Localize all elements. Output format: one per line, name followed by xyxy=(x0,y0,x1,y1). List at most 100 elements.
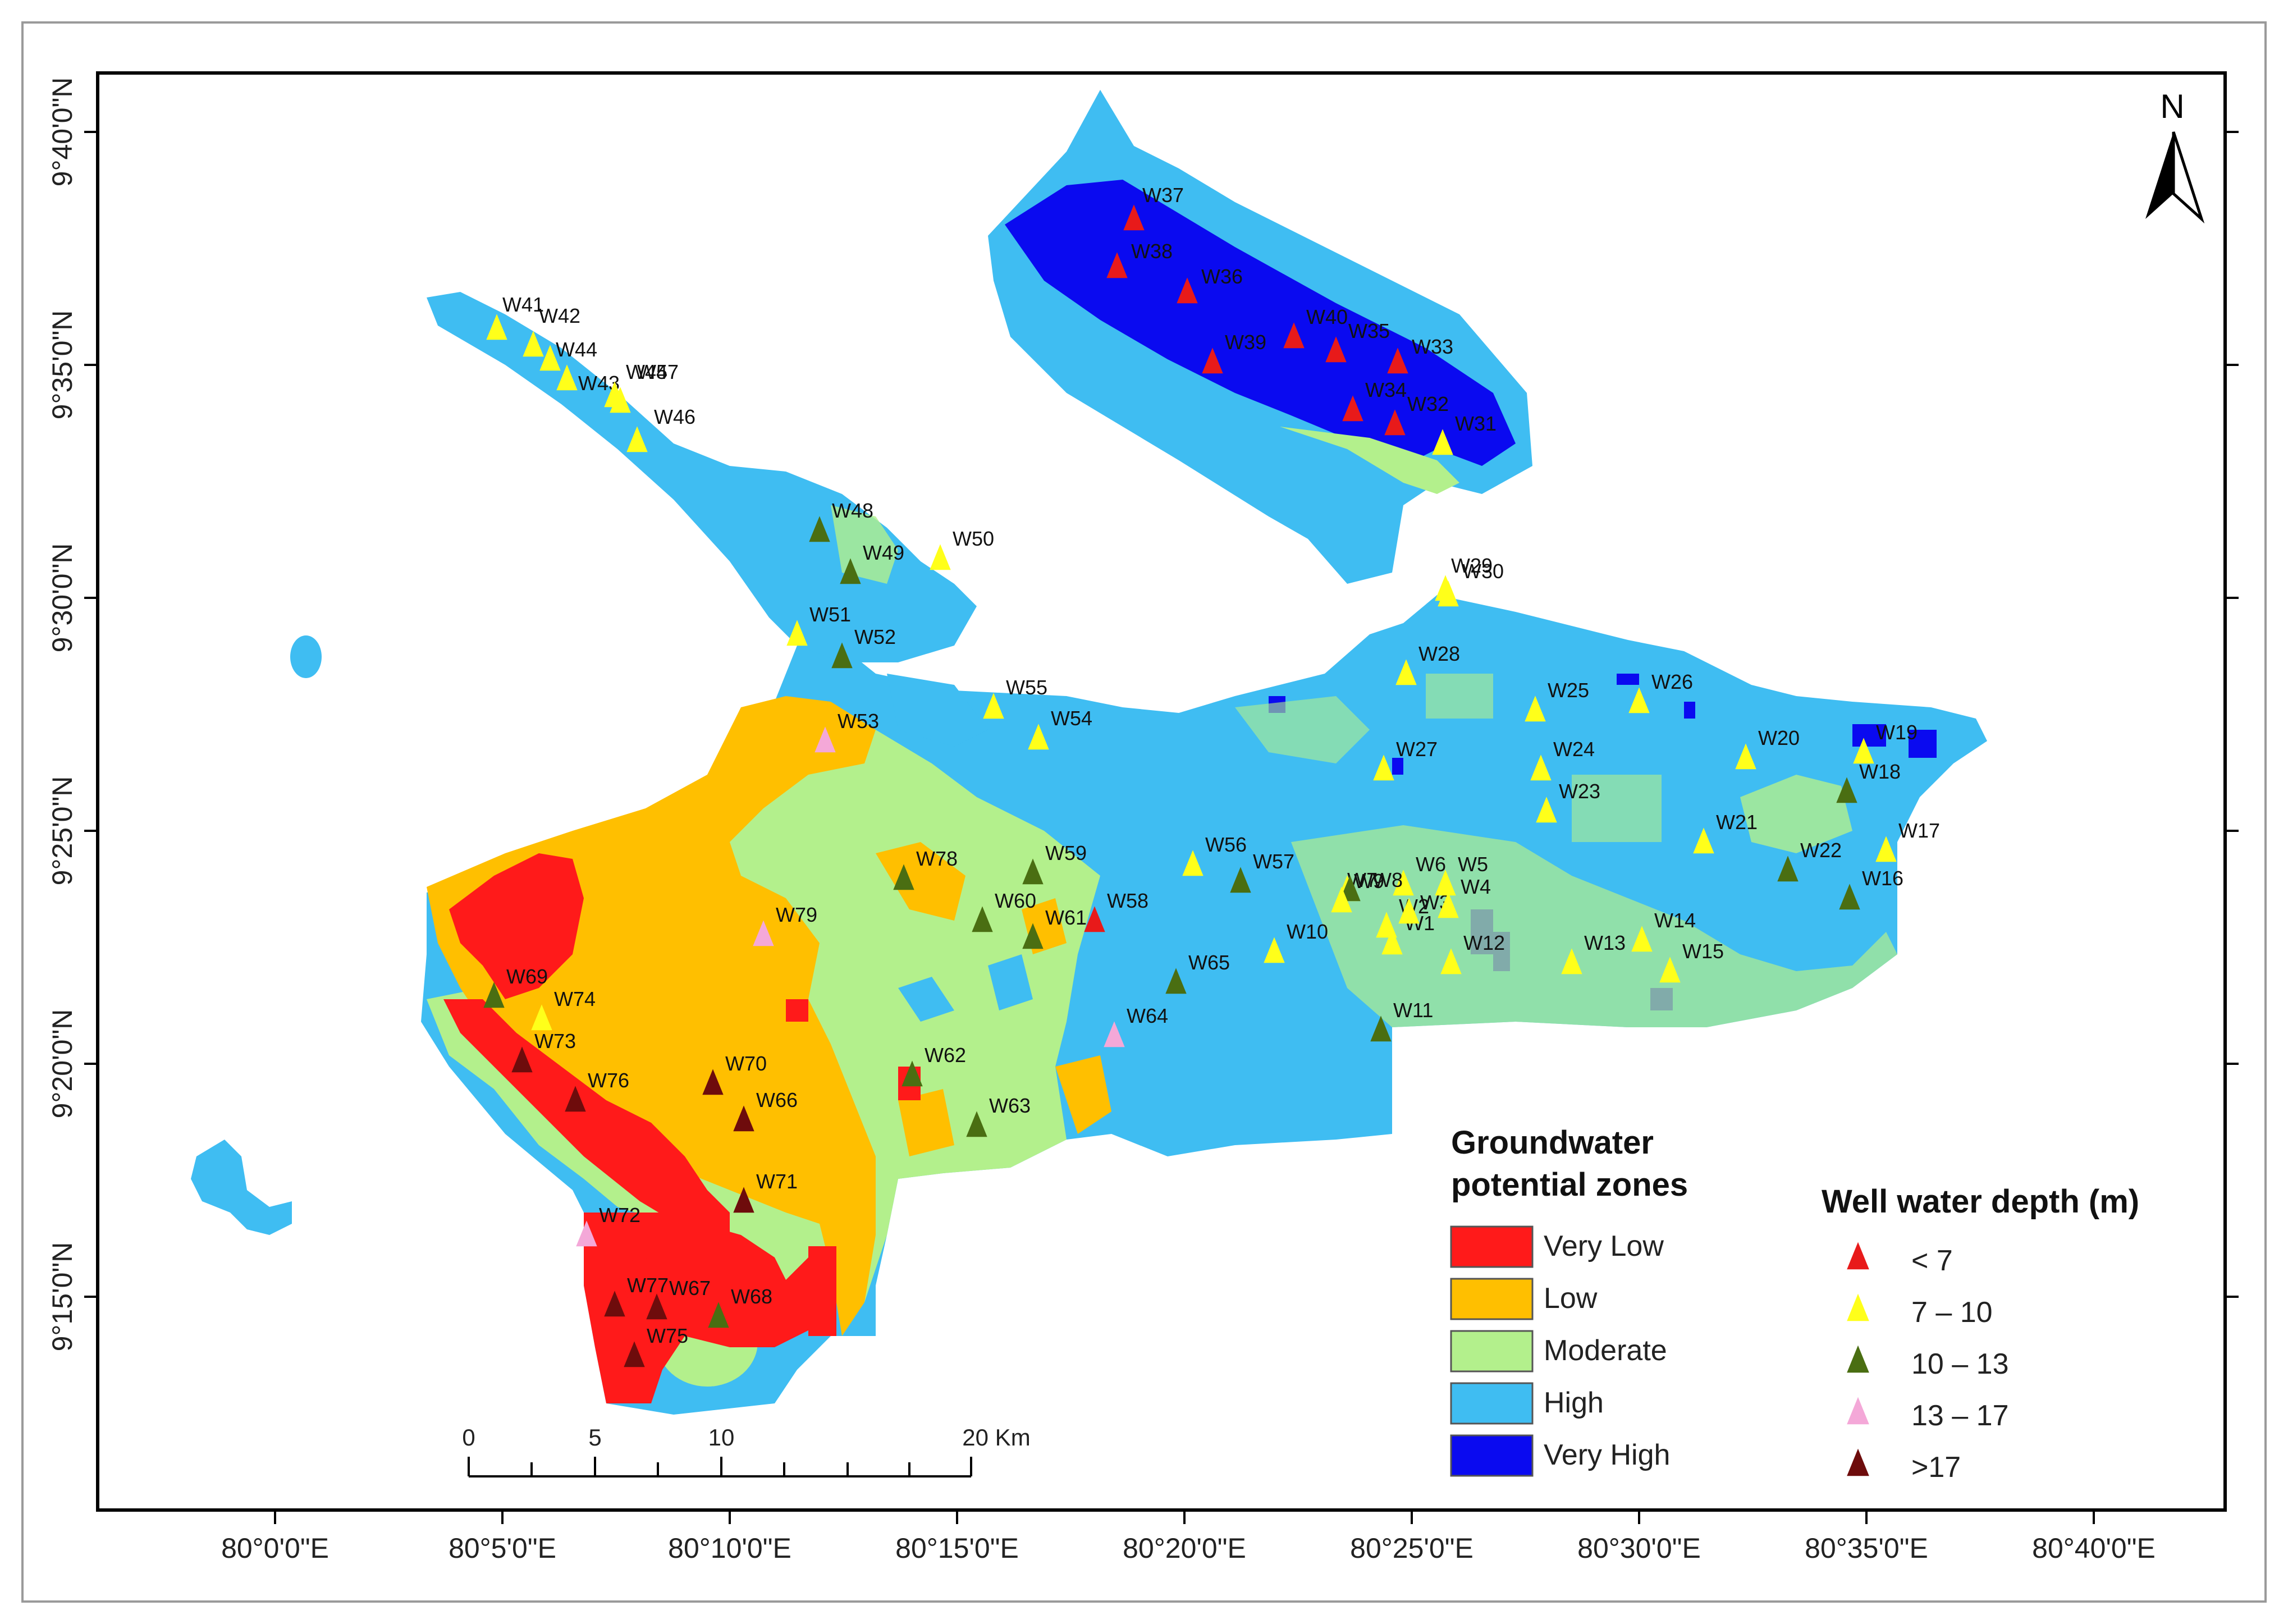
well-triangle-icon xyxy=(576,1220,597,1247)
lat-label: 9°35'0"N xyxy=(47,310,78,420)
well-marker: W61 xyxy=(1022,906,1087,949)
map-area xyxy=(191,90,1987,1415)
well-triangle-icon xyxy=(1370,1015,1392,1042)
well-triangle-icon xyxy=(1387,347,1408,374)
well-marker: W70 xyxy=(702,1052,767,1095)
zone-legend-swatch xyxy=(1450,1278,1534,1320)
well-marker: W62 xyxy=(902,1044,966,1087)
well-marker: W24 xyxy=(1530,738,1595,781)
well-label: W23 xyxy=(1559,780,1600,803)
well-legend-label: < 7 xyxy=(1911,1245,1953,1277)
well-label: W4 xyxy=(1461,875,1491,898)
well-legend-label: 10 – 13 xyxy=(1911,1348,2009,1380)
well-marker: W31 xyxy=(1432,412,1497,455)
well-legend-label: 13 – 17 xyxy=(1911,1399,2009,1432)
zone-legend: Groundwater potential zones Very Low Low M… xyxy=(1450,1124,1688,1477)
well-triangle-icon xyxy=(1530,754,1552,781)
lon-label: 80°10'0"E xyxy=(668,1532,791,1564)
zone-legend-swatch xyxy=(1450,1330,1534,1373)
zone-legend-swatch xyxy=(1450,1225,1534,1268)
well-triangle-icon xyxy=(1106,252,1128,278)
well-label: W58 xyxy=(1107,889,1148,912)
well-marker: W63 xyxy=(966,1094,1031,1137)
well-label: W59 xyxy=(1045,841,1087,864)
well-legend-triangle-icon xyxy=(1847,1448,1869,1476)
scale-bar-label: 10 xyxy=(708,1424,735,1451)
well-label: W38 xyxy=(1131,240,1173,263)
well-label: W18 xyxy=(1859,760,1901,783)
well-triangle-icon xyxy=(1393,870,1414,896)
well-triangle-icon xyxy=(1084,906,1105,932)
well-triangle-icon xyxy=(1376,912,1397,938)
well-marker: W47 xyxy=(610,360,679,413)
well-label: W69 xyxy=(506,965,548,988)
well-triangle-icon xyxy=(531,1004,552,1031)
well-marker: W25 xyxy=(1525,679,1589,722)
well-triangle-icon xyxy=(624,1341,645,1367)
well-marker: W68 xyxy=(708,1285,772,1328)
well-label: W75 xyxy=(647,1324,688,1347)
well-marker: W75 xyxy=(624,1324,688,1367)
well-triangle-icon xyxy=(1631,926,1653,952)
well-triangle-icon xyxy=(511,1046,533,1073)
well-label: W63 xyxy=(989,1094,1031,1117)
well-label: W41 xyxy=(502,293,544,316)
well-marker: W32 xyxy=(1384,392,1449,436)
well-triangle-icon xyxy=(1165,968,1187,994)
well-label: W17 xyxy=(1898,819,1940,842)
well-label: W34 xyxy=(1365,378,1407,401)
well-marker: W35 xyxy=(1325,319,1390,363)
well-marker: W66 xyxy=(733,1088,798,1132)
well-marker: W15 xyxy=(1659,940,1724,983)
well-label: W68 xyxy=(731,1285,772,1308)
zone-very-high-area xyxy=(1005,180,1516,466)
well-marker: W51 xyxy=(786,603,851,646)
well-triangle-icon xyxy=(1561,948,1582,975)
well-triangle-icon xyxy=(1104,1021,1125,1047)
well-triangle-icon xyxy=(1177,277,1198,304)
well-triangle-icon xyxy=(1283,322,1305,349)
well-marker: W9 xyxy=(1331,870,1384,913)
well-marker: W42 xyxy=(523,304,580,357)
well-marker: W4 xyxy=(1438,875,1491,918)
well-triangle-icon xyxy=(610,387,631,413)
well-triangle-icon xyxy=(708,1302,729,1328)
well-label: W26 xyxy=(1651,670,1693,693)
well-label: W16 xyxy=(1862,867,1903,890)
well-label: W32 xyxy=(1407,392,1449,415)
well-label: W33 xyxy=(1412,335,1453,358)
well-label: W45 xyxy=(626,360,667,383)
well-marker: W38 xyxy=(1106,240,1173,278)
well-marker: W12 xyxy=(1440,931,1505,975)
well-triangle-icon xyxy=(626,426,648,452)
well-label: W71 xyxy=(756,1170,798,1193)
well-triangle-icon xyxy=(1735,743,1756,770)
well-label: W55 xyxy=(1006,676,1047,699)
well-triangle-icon xyxy=(1438,892,1459,918)
well-triangle-icon xyxy=(556,364,578,391)
well-triangle-icon xyxy=(1438,580,1459,607)
well-triangle-icon xyxy=(1875,836,1897,862)
well-label: W14 xyxy=(1654,909,1696,932)
well-marker: W65 xyxy=(1165,951,1230,994)
well-triangle-icon xyxy=(1381,928,1403,955)
well-label: W66 xyxy=(756,1088,798,1111)
well-triangle-icon xyxy=(733,1187,754,1213)
well-label: W61 xyxy=(1045,906,1087,929)
well-marker: W56 xyxy=(1182,833,1247,876)
north-arrow: N xyxy=(2145,88,2205,224)
well-marker: W64 xyxy=(1104,1004,1168,1047)
well-triangle-icon xyxy=(1839,884,1860,910)
lon-label: 80°30'0"E xyxy=(1577,1532,1701,1564)
well-triangle-icon xyxy=(1202,347,1223,374)
well-triangle-icon xyxy=(1384,409,1406,436)
well-triangle-icon xyxy=(902,1060,923,1087)
well-marker: W76 xyxy=(565,1069,629,1112)
well-triangle-icon xyxy=(539,345,561,371)
scale-bar: 0 5 10 20 Km xyxy=(462,1424,1031,1477)
lat-label: 9°15'0"N xyxy=(47,1242,78,1352)
well-triangle-icon xyxy=(1836,777,1857,803)
well-label: W60 xyxy=(995,889,1036,912)
well-label: W51 xyxy=(809,603,851,626)
well-marker: W48 xyxy=(809,499,873,542)
